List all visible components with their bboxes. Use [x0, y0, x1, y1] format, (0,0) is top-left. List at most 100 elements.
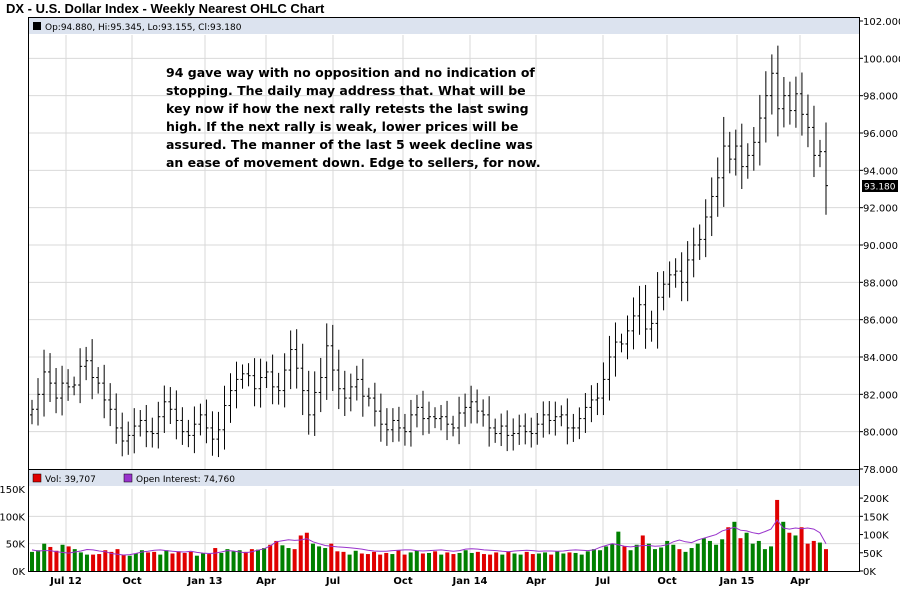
- volume-bar: [384, 552, 389, 571]
- volume-bar: [298, 535, 303, 571]
- volume-bar: [133, 553, 138, 571]
- x-tick-label: Apr: [526, 576, 546, 587]
- annotation-line: stopping. The daily may address that. Wh…: [166, 83, 526, 98]
- ohlc-bar: [457, 396, 462, 445]
- volume-bar: [237, 550, 242, 571]
- volume-bar: [121, 554, 126, 571]
- ohlc-bar: [655, 272, 660, 349]
- volume-bar: [640, 535, 645, 571]
- ohlc-bar: [511, 418, 516, 451]
- volume-bar: [42, 543, 47, 571]
- volume-bar: [213, 548, 218, 571]
- ohlc-bar: [793, 76, 798, 128]
- volume-bar: [598, 550, 603, 571]
- volume-bar: [750, 543, 755, 571]
- ohlc-bar: [396, 406, 401, 442]
- ohlc-bar: [697, 224, 702, 260]
- volume-bar: [732, 521, 737, 571]
- volume-bar: [799, 527, 804, 571]
- ohlc-bar: [463, 393, 468, 427]
- price-tick-label: 80.000: [863, 428, 898, 439]
- volume-bar: [714, 544, 719, 571]
- volume-bar: [274, 540, 279, 571]
- ohlc-bar: [751, 127, 756, 171]
- volume-bar: [439, 554, 444, 571]
- ohlc-bar: [150, 417, 155, 448]
- volume-bar: [811, 540, 816, 571]
- ohlc-bar: [517, 414, 522, 445]
- ohlc-bar: [745, 143, 750, 179]
- price-tick-label: 92.000: [863, 204, 898, 215]
- ohlc-bar: [715, 157, 720, 217]
- volume-bar: [445, 552, 450, 571]
- volume-bar: [824, 549, 828, 571]
- volume-bar: [530, 554, 535, 571]
- volume-bar: [433, 551, 438, 571]
- volume-bar: [457, 552, 462, 571]
- volume-bar: [280, 545, 285, 571]
- ohlc-bar: [216, 411, 221, 458]
- volume-bar: [97, 554, 102, 571]
- ohlc-bar: [54, 368, 59, 414]
- ohlc-bar: [535, 413, 540, 445]
- volume-bar: [475, 551, 480, 571]
- ohlc-bar: [192, 406, 197, 454]
- ohlc-bar: [168, 387, 173, 425]
- volume-bar: [665, 540, 670, 571]
- ohlc-bar: [613, 322, 618, 377]
- volume-bar: [604, 546, 609, 571]
- ohlc-bar: [276, 372, 281, 405]
- volume-bar: [536, 553, 541, 571]
- ohlc-bar: [360, 358, 365, 417]
- volume-bar: [506, 551, 511, 571]
- volume-bar: [427, 552, 431, 571]
- ohlc-bar: [769, 54, 774, 115]
- x-tick-label: Oct: [393, 576, 412, 587]
- chart-title: DX - U.S. Dollar Index - Weekly Nearest …: [6, 1, 325, 16]
- ohlc-bar: [703, 199, 708, 258]
- price-tick-label: 90.000: [863, 241, 898, 252]
- volume-legend-vol: Vol: 39,707: [45, 475, 96, 485]
- volume-bar: [677, 549, 682, 571]
- oi-tick-label: 200K: [863, 494, 889, 505]
- ohlc-bar: [336, 349, 341, 410]
- annotation-line: key now if how the next rally retests th…: [166, 101, 529, 116]
- volume-bar: [359, 553, 364, 571]
- ohlc-bar: [775, 45, 780, 137]
- price-tick-label: 100.000: [863, 54, 900, 65]
- ohlc-bar: [60, 365, 65, 416]
- ohlc-bar: [475, 389, 480, 424]
- ohlc-bar: [138, 410, 143, 437]
- oi-tick-label: 0K: [863, 567, 876, 578]
- ohlc-bar: [709, 177, 714, 237]
- volume-bar: [769, 546, 774, 571]
- ohlc-bar: [487, 396, 492, 447]
- ohlc-bar: [324, 323, 329, 400]
- x-tick-label: Jan 14: [452, 576, 488, 587]
- ohlc-bar: [372, 382, 377, 427]
- volume-bar: [408, 552, 413, 571]
- ohlc-bar: [721, 116, 726, 207]
- price-tick-label: 102.000: [863, 17, 900, 28]
- ohlc-bar: [589, 385, 594, 423]
- volume-bar: [420, 553, 425, 571]
- price-legend-bar: [29, 18, 859, 34]
- ohlc-bar: [264, 361, 269, 388]
- annotation-line: 94 gave way with no opposition and no in…: [166, 65, 535, 80]
- volume-bar: [243, 551, 248, 571]
- volume-legend-swatch: [32, 473, 42, 483]
- ohlc-bar: [228, 373, 233, 423]
- ohlc-bar: [733, 129, 738, 176]
- volume-bar: [201, 553, 206, 571]
- ohlc-bar: [366, 387, 371, 407]
- volume-bar: [781, 521, 786, 571]
- ohlc-bar: [174, 390, 179, 440]
- volume-bar: [390, 554, 395, 571]
- ohlc-bar: [811, 105, 816, 178]
- ohlc-bar: [523, 413, 528, 445]
- ohlc-bar: [451, 415, 456, 437]
- volume-bar: [255, 549, 260, 571]
- ohlc-bar: [48, 353, 53, 402]
- volume-bar: [127, 555, 132, 571]
